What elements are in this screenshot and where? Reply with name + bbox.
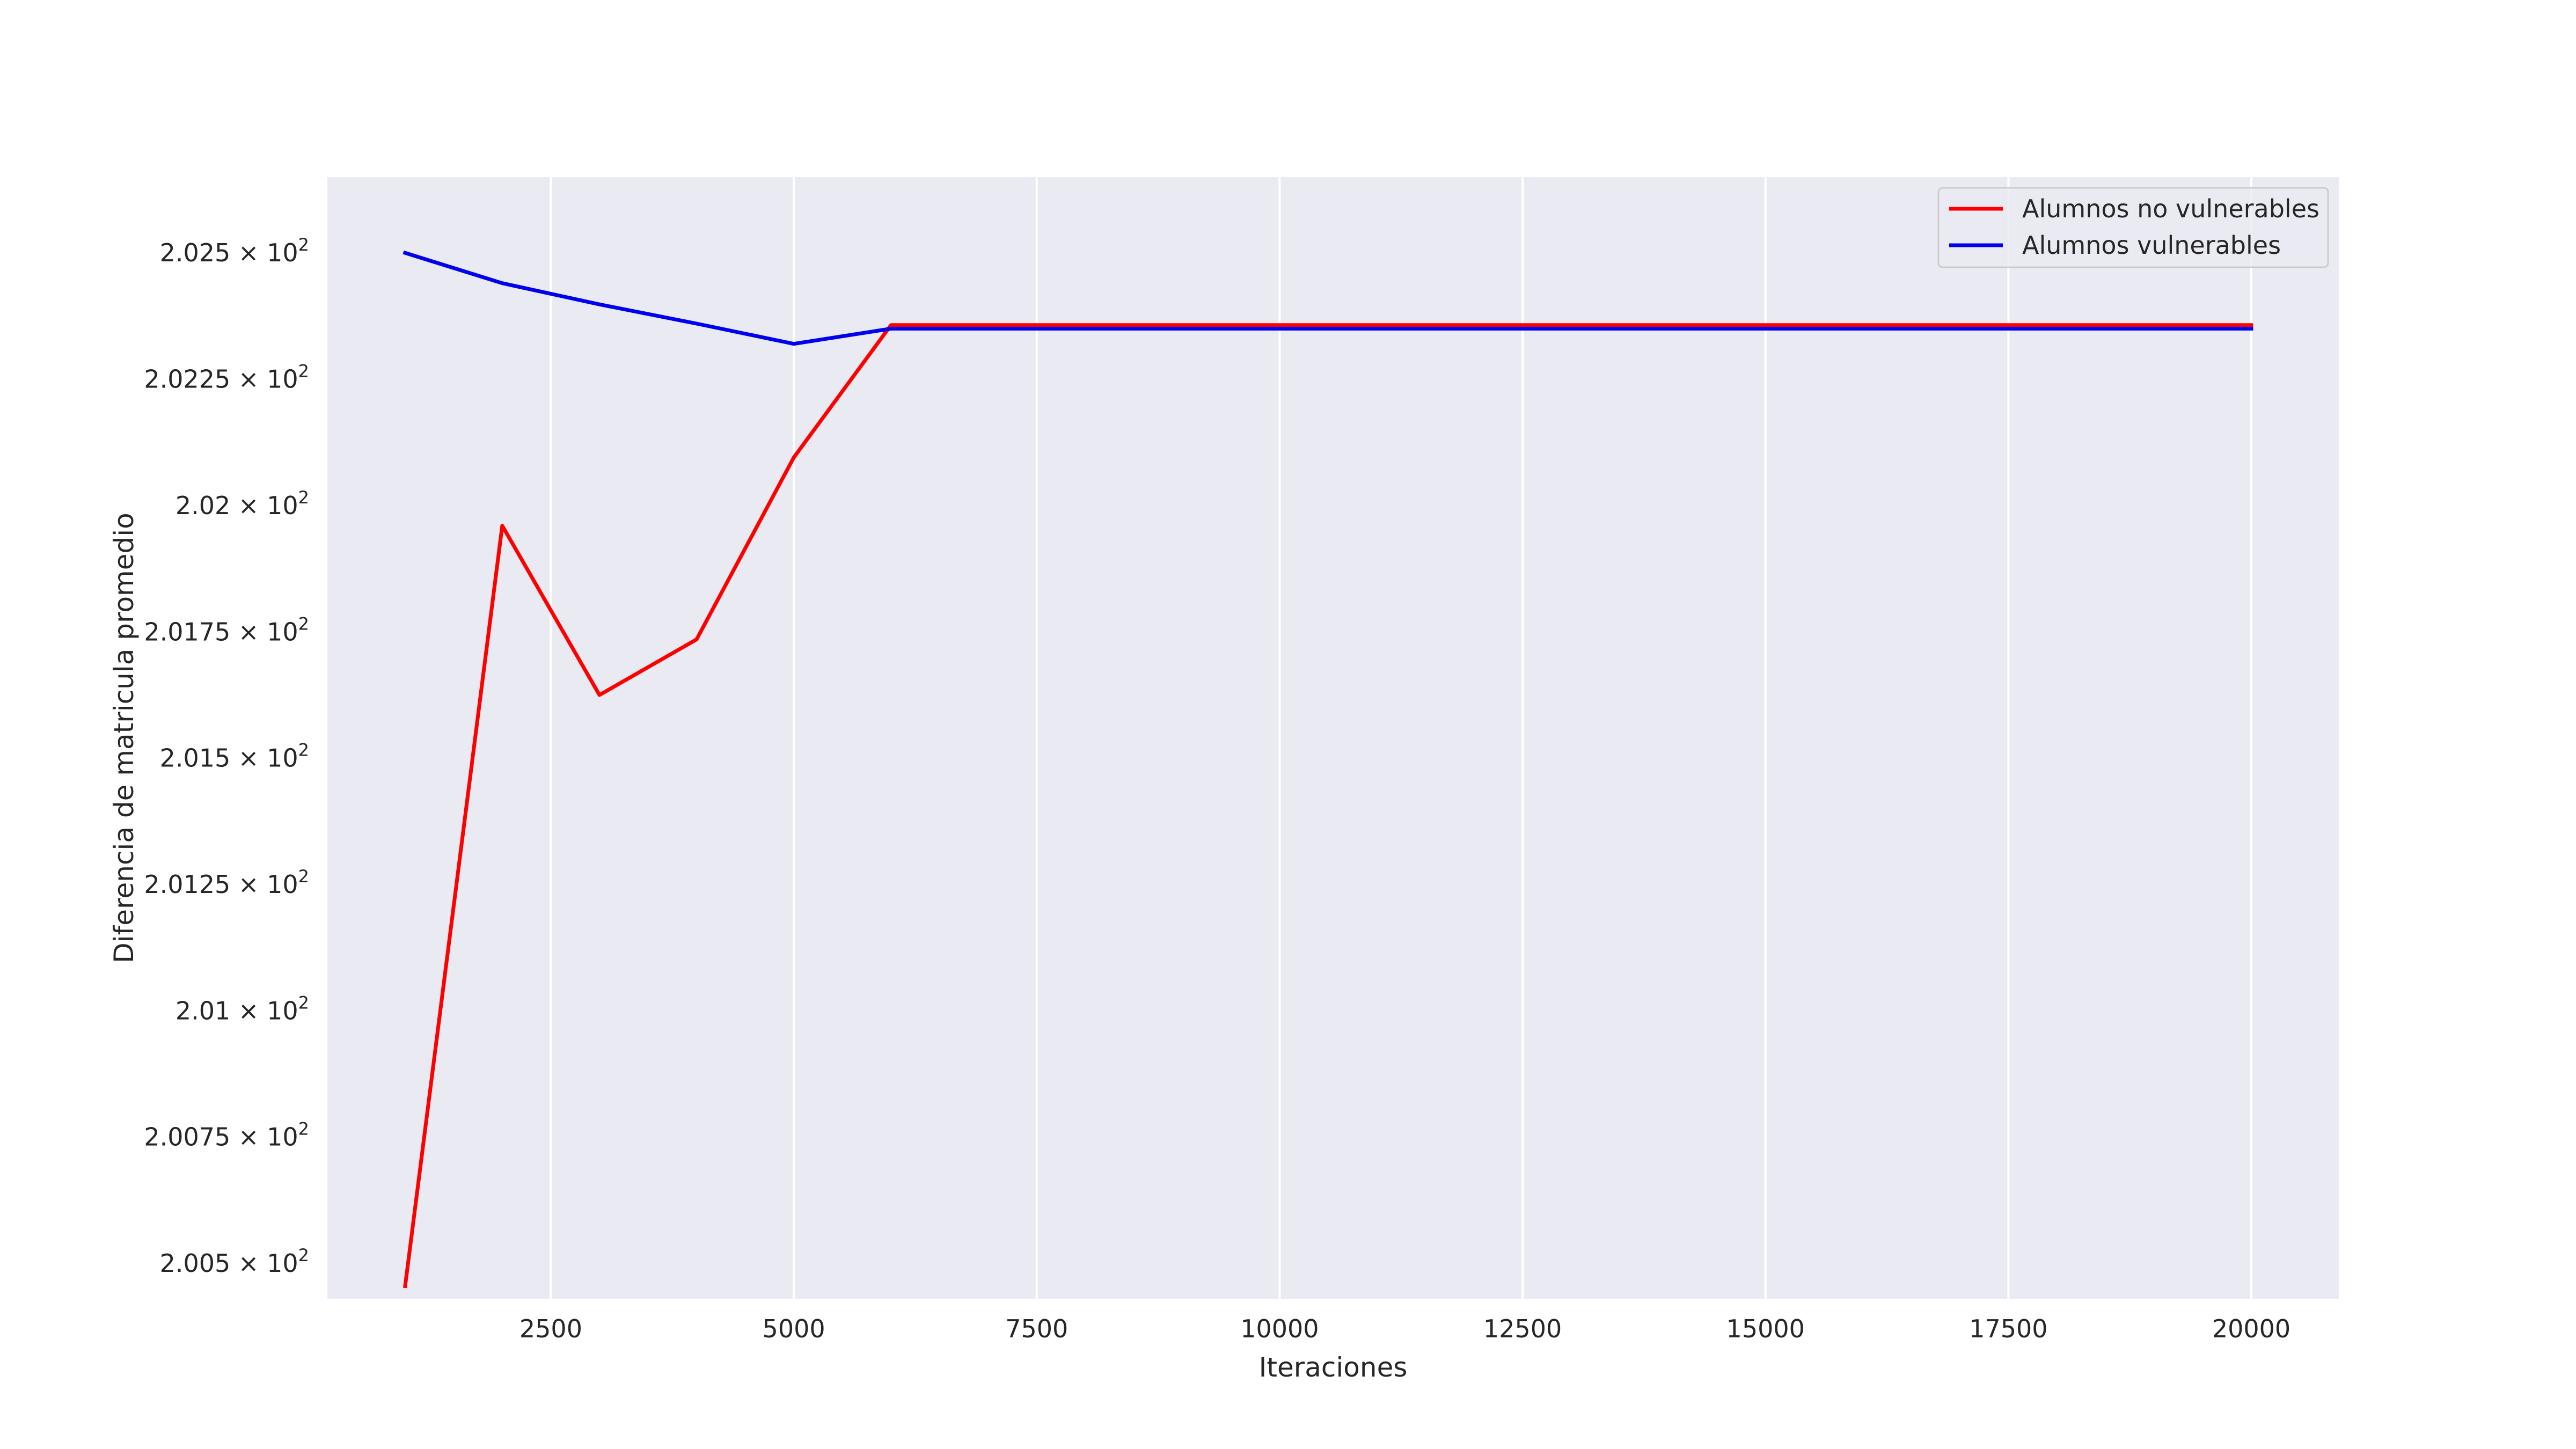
x-tick-label: 12500 — [1483, 1314, 1562, 1343]
x-tick-label: 7500 — [1005, 1314, 1068, 1343]
y-tick-label: 2.0075 × 102 — [144, 1119, 309, 1152]
y-tick-label: 2.015 × 102 — [160, 740, 309, 773]
x-tick-label: 20000 — [2212, 1314, 2290, 1343]
series-lines — [402, 250, 2253, 1289]
y-tick-label: 2.01 × 102 — [175, 992, 309, 1025]
grid-lines — [550, 177, 2253, 1299]
y-tick-label: 2.0225 × 102 — [144, 361, 309, 394]
x-tick-labels: 2500 5000 7500 10000 12500 15000 17500 20000 — [519, 1314, 2290, 1343]
legend-box — [1937, 187, 2329, 268]
x-tick-label: 15000 — [1726, 1314, 1805, 1343]
legend: Alumnos no vulnerables Alumnos vulnerable… — [1937, 187, 2329, 268]
plot-area — [327, 177, 2339, 1299]
legend-label: Alumnos no vulnerables — [2022, 194, 2319, 223]
y-axis-label: Diferencia de matricula promedio — [108, 513, 140, 963]
series-line-1 — [402, 323, 2253, 1289]
y-tick-label: 2.025 × 102 — [160, 235, 309, 267]
y-tick-label: 2.02 × 102 — [175, 487, 309, 520]
y-tick-labels: 2.005 × 102 2.0075 × 102 2.01 × 102 2.0125 … — [144, 235, 309, 1278]
x-tick-label: 2500 — [519, 1314, 582, 1343]
x-axis-label: Iteraciones — [1259, 1352, 1408, 1383]
y-tick-label: 2.0125 × 102 — [144, 866, 309, 899]
legend-label: Alumnos vulnerables — [2022, 231, 2281, 260]
y-tick-label: 2.005 × 102 — [160, 1245, 309, 1278]
x-tick-label: 17500 — [1969, 1314, 2047, 1343]
y-tick-label: 2.0175 × 102 — [144, 613, 309, 646]
series-line-2 — [402, 250, 2253, 346]
x-tick-label: 10000 — [1240, 1314, 1319, 1343]
x-tick-label: 5000 — [763, 1314, 825, 1343]
